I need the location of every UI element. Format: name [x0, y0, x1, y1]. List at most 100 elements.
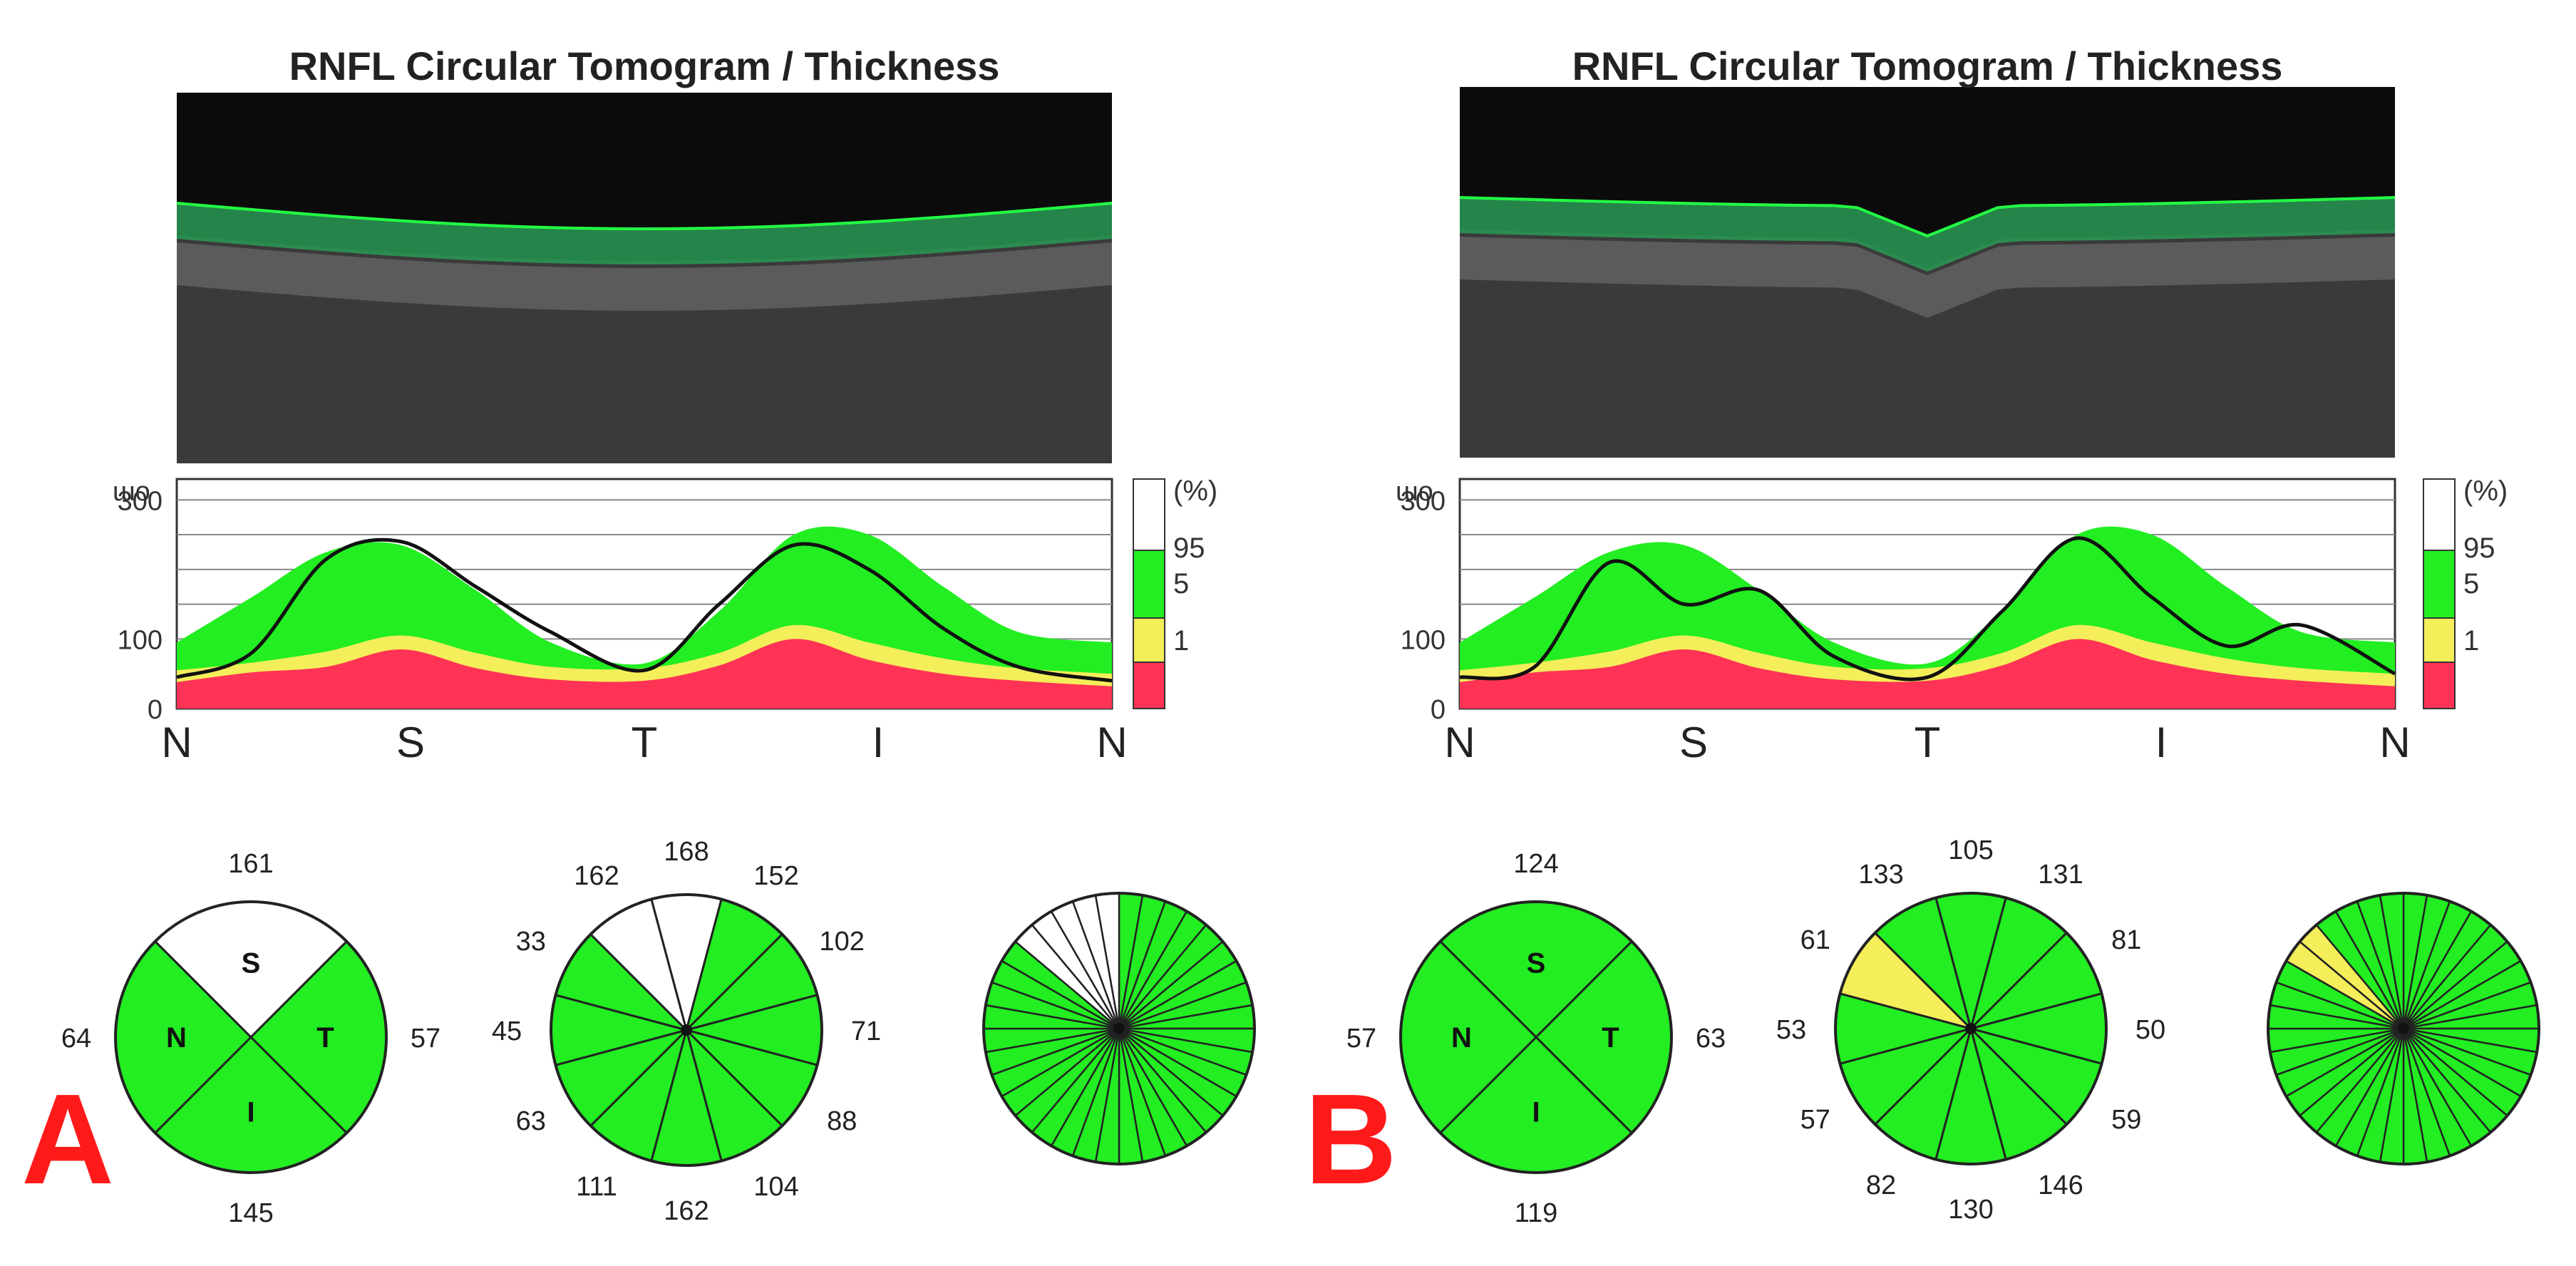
- clock-sector-value: 131: [2038, 860, 2083, 890]
- clock-sector-value: 59: [2111, 1105, 2141, 1135]
- legend-label-5: 5: [2463, 568, 2479, 599]
- quadrant-value: 64: [61, 1024, 91, 1054]
- clock-sector-value: 33: [516, 927, 546, 957]
- x-axis-letter: T: [1915, 719, 1941, 766]
- clock-sector-value: 162: [664, 1196, 709, 1226]
- y-tick-label: 100: [118, 625, 163, 655]
- fine-center: [1113, 1023, 1125, 1034]
- y-tick-label: 100: [1401, 625, 1446, 655]
- thickness-curve: [1459, 536, 2396, 681]
- clock-sector-value: 71: [851, 1017, 881, 1046]
- legend-swatch-white: [1133, 478, 1165, 551]
- fine-outline: [2267, 892, 2540, 1165]
- clock-sector-value: 104: [753, 1172, 798, 1202]
- clock-sector-value: 130: [1948, 1195, 1993, 1225]
- thickness-curve: [176, 537, 1113, 683]
- legend-label-1: 1: [1173, 625, 1189, 657]
- clock-sector-value: 146: [2038, 1170, 2083, 1200]
- oct-scan: [1459, 87, 2396, 458]
- clock-sector-value: 50: [2135, 1015, 2165, 1045]
- y-axis-top-label: ɯo: [113, 477, 150, 507]
- x-axis-letter: I: [2155, 719, 2168, 766]
- quadrant-outline: [114, 900, 388, 1174]
- quadrant-letter: S: [242, 948, 261, 979]
- legend-label-5: 5: [1173, 568, 1189, 599]
- quadrant-letter: N: [1451, 1022, 1472, 1054]
- panel-letter: B: [1304, 1068, 1397, 1211]
- quadrant-value: 63: [1696, 1024, 1726, 1054]
- quadrant-outline: [1399, 900, 1673, 1174]
- quadrant-value: 57: [411, 1024, 441, 1054]
- quadrant-letter: I: [1532, 1097, 1540, 1128]
- quadrant-diagram: S 161 T 57 I 145 N 64: [61, 849, 441, 1228]
- rnfl-boundary: [1459, 196, 2396, 238]
- rnfl-layer: [1460, 197, 2395, 272]
- legend-swatch-green: [1133, 550, 1165, 619]
- quadrant-letter: N: [166, 1022, 187, 1054]
- clock-sector-value: 81: [2111, 925, 2141, 955]
- legend-swatch-yellow: [1133, 617, 1165, 663]
- clock-sector-value: 105: [1948, 835, 1993, 865]
- quadrant-value: 57: [1346, 1024, 1376, 1054]
- y-tick-label: 0: [148, 695, 163, 725]
- abnormal-band-1: [1460, 639, 2395, 709]
- clock-sector-value: 45: [492, 1017, 522, 1046]
- x-axis-letter: N: [161, 719, 192, 766]
- y-tick-label: 300: [1401, 486, 1446, 516]
- x-axis-letter: S: [1679, 719, 1708, 766]
- legend-swatch-red: [1133, 662, 1165, 709]
- clock-sector-value: 102: [820, 927, 865, 957]
- clock-sector-value: 88: [827, 1106, 857, 1136]
- clock-sector-value: 133: [1858, 860, 1903, 890]
- quadrant-value: 119: [1515, 1198, 1558, 1228]
- panel-letter: A: [21, 1068, 114, 1211]
- clock-sector-value: 57: [1800, 1105, 1830, 1135]
- clock-sector-value: 63: [516, 1106, 546, 1136]
- quadrant-value: 145: [228, 1198, 273, 1228]
- y-axis-top-label: ɯo: [1396, 477, 1433, 507]
- fine-sector-diagram: [2267, 892, 2540, 1165]
- x-axis-letter: T: [632, 719, 658, 766]
- legend-swatch-green: [2423, 550, 2456, 619]
- quadrant-value: 124: [1513, 849, 1558, 879]
- x-axis-letter: N: [1444, 719, 1475, 766]
- chart-title: RNFL Circular Tomogram / Thickness: [289, 43, 1000, 88]
- legend-unit: (%): [1173, 475, 1217, 507]
- retina-layer: [1460, 237, 2395, 318]
- x-axis-letter: S: [396, 719, 425, 766]
- clock-sector-value: 111: [576, 1172, 617, 1202]
- quadrant-letter: T: [316, 1022, 334, 1054]
- clock-outline: [1834, 892, 2108, 1165]
- clock-sector-value: 168: [664, 837, 709, 867]
- clock-sector-value: 53: [1776, 1015, 1806, 1045]
- legend-label-95: 95: [1173, 532, 1205, 564]
- quadrant-letter: S: [1527, 948, 1546, 979]
- abnormal-band-1: [177, 639, 1112, 709]
- rnfl-layer: [177, 203, 1112, 264]
- legend-swatch-white: [2423, 478, 2456, 551]
- rnfl-boundary: [176, 202, 1113, 231]
- x-axis-letter: N: [2379, 719, 2410, 766]
- x-axis-letter: I: [872, 719, 885, 766]
- percentile-legend: (%) 95 5 1: [1133, 475, 1217, 709]
- retina-tissue: [1460, 230, 2395, 458]
- oct-scan: [176, 93, 1113, 463]
- fine-outline: [982, 892, 1256, 1165]
- clock-center: [1965, 1023, 1977, 1034]
- legend-swatch-red: [2423, 662, 2456, 709]
- clock-sector-value: 152: [753, 861, 798, 891]
- clock-sector-value: 162: [574, 861, 619, 891]
- y-tick-label: 300: [118, 486, 163, 516]
- clock-hour-diagram: 105 131 81 50 59 146 130 82 57 53 61 133: [1776, 835, 2165, 1225]
- percentile-legend: (%) 95 5 1: [2423, 475, 2508, 709]
- chart-title: RNFL Circular Tomogram / Thickness: [1572, 43, 2283, 88]
- clock-sector-value: 82: [1866, 1170, 1896, 1200]
- clock-sector-value: 61: [1800, 925, 1830, 955]
- quadrant-value: 161: [228, 849, 273, 879]
- quadrant-letter: I: [247, 1097, 254, 1128]
- quadrant-letter: T: [1602, 1022, 1619, 1054]
- clock-outline: [550, 893, 823, 1167]
